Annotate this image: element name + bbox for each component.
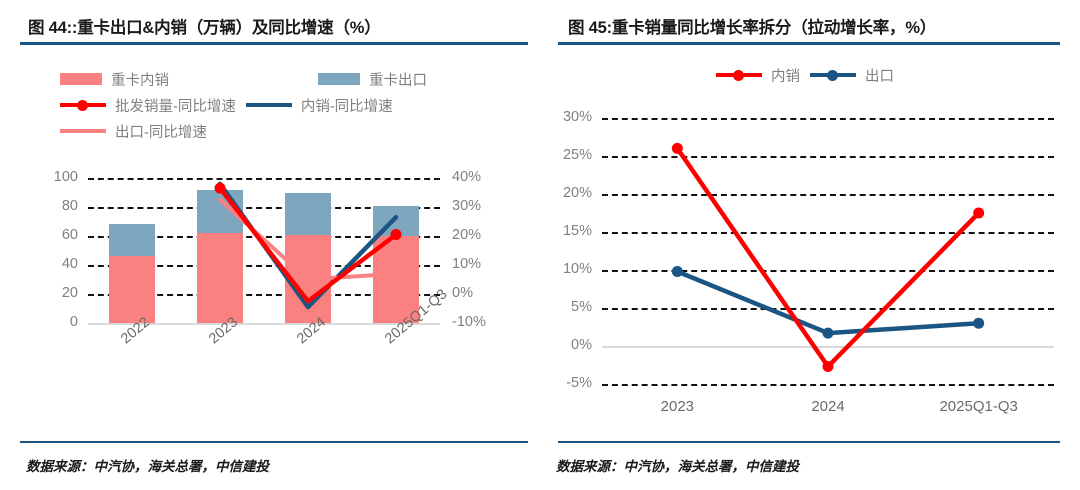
legend-label-domestic: 重卡内销 [111, 72, 169, 89]
left-title-divider [20, 42, 528, 45]
gridline [88, 294, 440, 296]
y-axis-tick-label: 30% [562, 109, 592, 125]
y-axis-tick-label: 5% [571, 299, 592, 315]
gridline [602, 156, 1054, 158]
left-footer-divider [20, 441, 528, 443]
line-series-2 [217, 185, 399, 304]
legend-item-domestic-bar: 重卡内销 [60, 69, 169, 90]
stacked-bar [109, 224, 155, 323]
secondary-y-axis-tick-label: 10% [452, 256, 482, 272]
bar-segment-export [109, 224, 155, 257]
data-point-marker [973, 207, 985, 219]
x-axis-tick-label: 2023 [660, 398, 695, 415]
legend-item-export-bar: 重卡出口 [318, 69, 427, 90]
y-axis-tick-label: 80 [61, 198, 78, 214]
bar-segment-domestic [197, 233, 243, 323]
data-point-marker [671, 266, 683, 278]
legend-swatch-domestic [60, 73, 102, 85]
secondary-y-axis-tick-label: 40% [452, 169, 482, 185]
legend-label-export-growth: 出口-同比增速 [115, 124, 207, 141]
right-source-note: 数据来源：中汽协，海关总署，中信建投 [556, 459, 799, 474]
legend-label-export-line: 出口 [865, 68, 894, 85]
right-title-divider [558, 42, 1060, 45]
data-point-marker [822, 361, 834, 373]
legend-item-export-line: 出口 [810, 65, 894, 86]
gridline [602, 270, 1054, 272]
gridline [88, 178, 440, 180]
right-panel-title: 图 45:重卡销量同比增长率拆分（拉动增长率，%） [568, 19, 937, 37]
legend-item-domestic-line: 内销 [716, 65, 800, 86]
bar-segment-export [285, 192, 331, 235]
legend-row-1: 重卡内销 重卡出口 [60, 66, 427, 92]
y-axis-tick-label: 0% [571, 337, 592, 353]
gridline [602, 232, 1054, 234]
legend-item-wholesale-growth: 批发销量-同比增速 [60, 95, 236, 116]
legend-row-2: 批发销量-同比增速 内销-同比增速 [60, 92, 403, 118]
line-series-4 [218, 197, 398, 282]
line-series-3 [217, 181, 399, 310]
legend-label-export: 重卡出口 [369, 72, 427, 89]
left-chart-legend: 重卡内销 重卡出口 批发销量-同比增速 内销-同比增速 [60, 66, 427, 144]
legend-swatch-wholesale-growth [60, 99, 106, 111]
secondary-y-axis-tick-label: 20% [452, 227, 482, 243]
y-axis-tick-label: 40 [61, 256, 78, 272]
data-point-marker [671, 142, 683, 154]
y-axis-tick-label: 100 [53, 169, 78, 185]
legend-swatch-export-line [810, 69, 856, 81]
legend-row-3: 出口-同比增速 [60, 118, 403, 144]
y-axis-tick-label: -5% [566, 375, 592, 391]
y-axis-tick-label: 0 [69, 314, 78, 330]
bar-segment-domestic [373, 236, 419, 323]
y-axis-tick-label: 60 [61, 227, 78, 243]
right-chart-plot-area [602, 118, 1054, 386]
secondary-y-axis-tick-label: -10% [452, 314, 486, 330]
data-point-marker [973, 317, 985, 329]
legend-label-domestic-growth: 内销-同比增速 [300, 98, 393, 115]
legend-row-right: 内销 出口 [716, 62, 904, 88]
gridline [602, 194, 1054, 196]
gridline [88, 323, 440, 325]
data-point-marker [822, 327, 834, 339]
x-axis-tick-label: 2025Q1-Q3 [939, 398, 1018, 415]
right-figure-panel: 图 45:重卡销量同比增长率拆分（拉动增长率，%） 内销 出口 -5% 0% 5% 1… [540, 0, 1080, 490]
left-chart-lines [214, 181, 402, 310]
left-figure-panel: 图 44::重卡出口&内销（万辆）及同比增速（%） 重卡内销 重卡出口 批发销量… [20, 19, 528, 474]
y-axis-tick-label: 25% [562, 147, 592, 163]
right-chart-lines [671, 142, 985, 373]
left-source-note: 数据来源：中汽协，海关总署，中信建投 [26, 459, 269, 474]
y-axis-tick-label: 15% [562, 223, 592, 239]
gridline [88, 265, 440, 267]
secondary-y-axis-tick-label: 0% [452, 285, 473, 301]
y-axis-tick-label: 20% [562, 185, 592, 201]
y-axis-tick-label: 20 [61, 285, 78, 301]
gridline [602, 308, 1054, 310]
legend-swatch-domestic-growth [245, 103, 292, 107]
y-axis-tick-label: 10% [562, 261, 592, 277]
left-panel-title: 图 44::重卡出口&内销（万辆）及同比增速（%） [28, 19, 381, 37]
line-series-出口 [675, 269, 981, 336]
legend-label-domestic-line: 内销 [771, 68, 800, 85]
gridline [602, 346, 1054, 348]
x-axis-tick-label: 2024 [811, 398, 845, 415]
right-footer-divider [558, 441, 1060, 443]
legend-swatch-export-growth [60, 129, 106, 133]
data-point-marker [214, 182, 226, 194]
right-chart-legend: 内销 出口 [540, 62, 1080, 88]
legend-label-wholesale-growth: 批发销量-同比增速 [115, 98, 236, 115]
bar-segment-domestic [109, 256, 155, 323]
gridline [602, 384, 1054, 386]
left-chart-plot-area [88, 178, 440, 325]
data-point-marker [390, 229, 402, 241]
legend-item-domestic-growth: 内销-同比增速 [245, 95, 393, 116]
gridline [602, 118, 1054, 120]
legend-swatch-domestic-line [716, 69, 762, 81]
secondary-y-axis-tick-label: 30% [452, 198, 482, 214]
legend-item-export-growth: 出口-同比增速 [60, 121, 207, 142]
gridline [88, 207, 440, 209]
legend-swatch-export [318, 73, 360, 85]
